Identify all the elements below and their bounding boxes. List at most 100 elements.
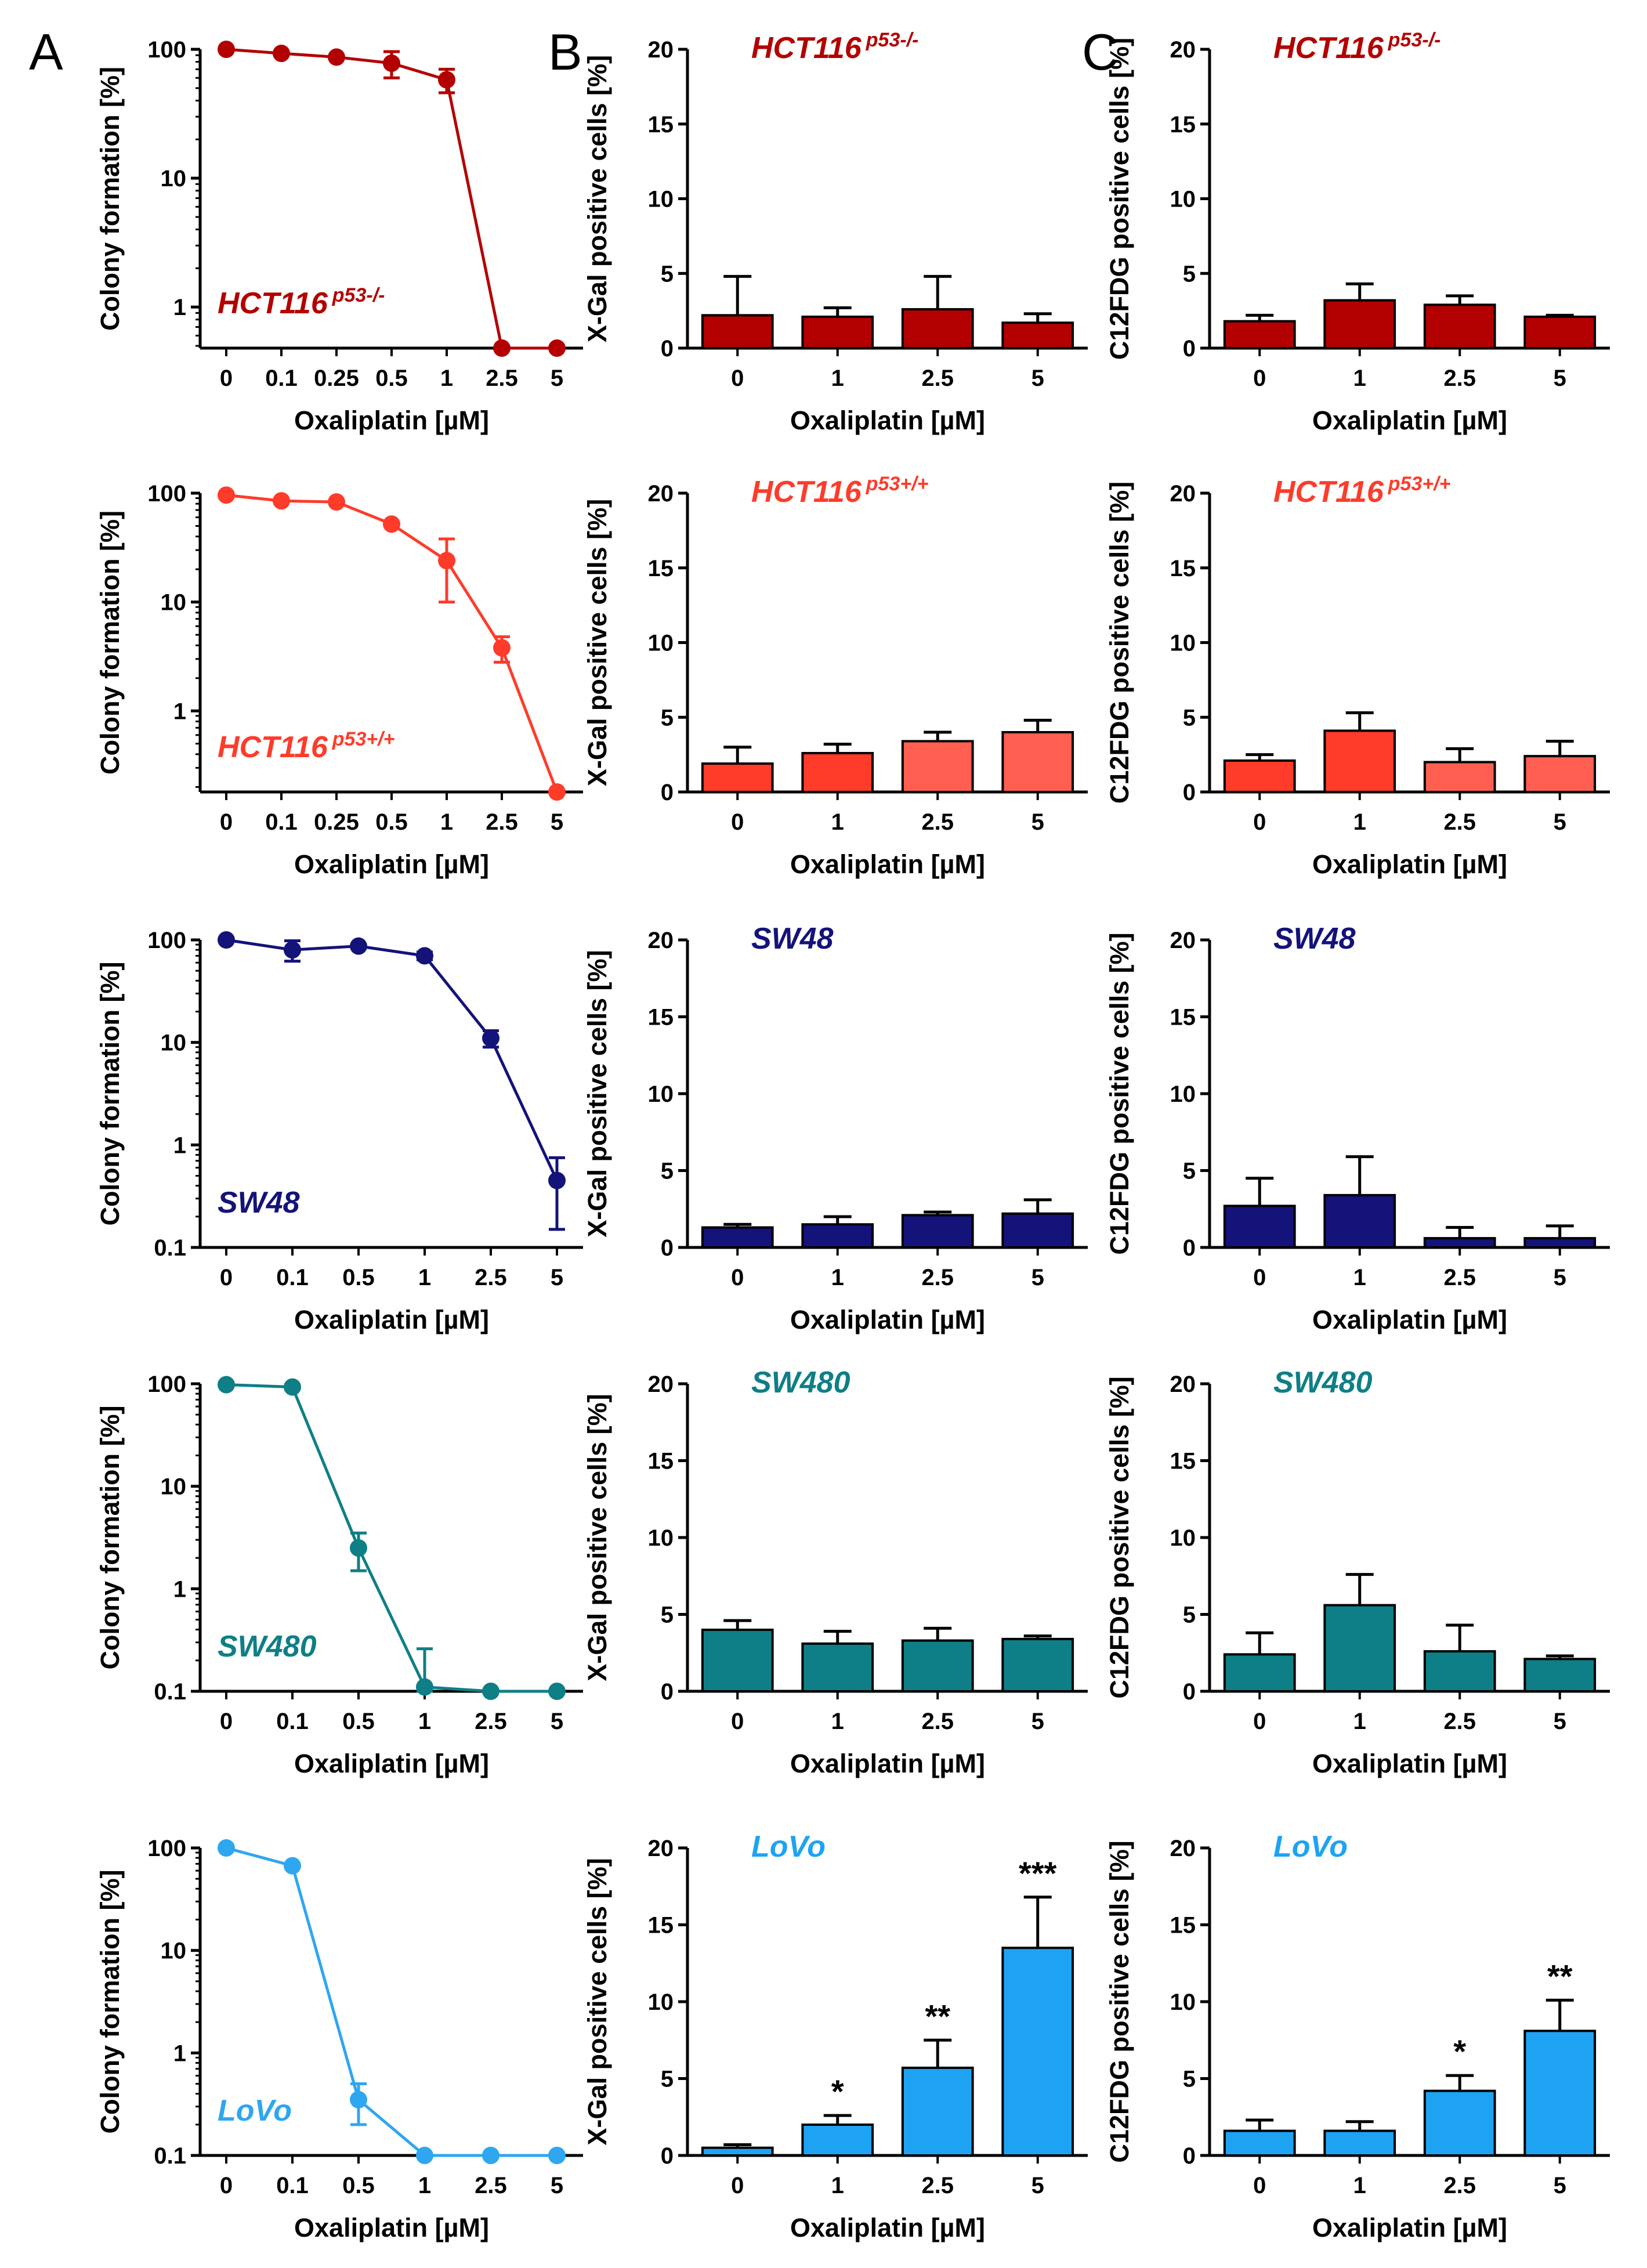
y-tick-label: 15: [1170, 556, 1196, 581]
x-tick-label: 0.1: [276, 1265, 309, 1290]
y-axis-title: X-Gal positive cells [%]: [582, 55, 612, 342]
bar: [1323, 1604, 1396, 1693]
bar: [1423, 2089, 1496, 2157]
y-tick-label: 5: [1183, 705, 1196, 730]
data-point: [548, 1171, 566, 1189]
y-axis-title: C12FDG positive cells [%]: [1105, 1376, 1134, 1698]
y-axis-title: C12FDG positive cells [%]: [1105, 38, 1134, 360]
bar: [801, 1642, 874, 1693]
y-tick-label: 1: [173, 1576, 186, 1602]
y-tick-label: 0: [661, 336, 674, 361]
panel-letter-c: C: [1082, 23, 1119, 81]
y-tick-label: 10: [161, 1030, 187, 1056]
x-tick-label: 0.5: [375, 366, 408, 391]
y-axis-title: Colony formation [%]: [95, 962, 125, 1226]
bar: [801, 315, 874, 349]
y-tick-label: 10: [1170, 1081, 1196, 1107]
x-tick-label: 2.5: [475, 1265, 507, 1290]
bar: [1423, 1650, 1496, 1693]
bar: [701, 1226, 774, 1249]
y-tick-label: 0: [1183, 2143, 1196, 2169]
data-point: [548, 1683, 566, 1700]
x-tick-label: 1: [1353, 1265, 1366, 1290]
significance-label: *: [1453, 2033, 1466, 2070]
x-tick-label: 5: [1554, 809, 1566, 835]
y-tick-label: 0.1: [154, 1679, 186, 1705]
x-tick-label: 2.5: [1443, 1709, 1476, 1734]
bar: [1001, 1947, 1074, 2157]
y-tick-label: 15: [648, 1005, 674, 1030]
y-tick-label: 0: [1183, 1679, 1196, 1705]
series-line: [226, 938, 559, 1181]
x-tick-label: 5: [1554, 2173, 1566, 2198]
y-tick-label: 5: [661, 2067, 674, 2092]
cell-line-name: LoVo: [218, 2094, 292, 2128]
y-tick-label: 10: [1170, 1990, 1196, 2015]
y-tick-label: 0.1: [154, 1235, 186, 1261]
x-tick-label: 2.5: [1443, 2173, 1476, 2198]
y-axis-title: X-Gal positive cells [%]: [582, 1394, 612, 1681]
bar: [1001, 731, 1074, 793]
y-tick-label: 15: [1170, 112, 1196, 138]
bar: [901, 1214, 974, 1249]
y-tick-label: 0: [1183, 336, 1196, 361]
y-tick-label: 100: [147, 37, 186, 63]
x-tick-label: 5: [1031, 2173, 1044, 2198]
x-tick-label: 5: [551, 366, 563, 391]
y-tick-label: 20: [648, 37, 674, 63]
x-tick-label: 0: [731, 1709, 744, 1734]
x-tick-label: 5: [551, 1265, 563, 1290]
y-axis-title: X-Gal positive cells [%]: [582, 1858, 612, 2145]
y-tick-label: 5: [661, 261, 674, 287]
y-tick-label: 15: [648, 1913, 674, 1938]
x-tick-label: 0.5: [342, 1265, 375, 1290]
x-axis-title: Oxaliplatin [µM]: [790, 1749, 985, 1778]
bar: [1523, 1237, 1597, 1249]
cell-line-name: SW48: [751, 922, 834, 956]
x-tick-label: 1: [418, 1709, 431, 1734]
data-point: [284, 941, 301, 959]
y-tick-label: 5: [661, 705, 674, 730]
data-point: [218, 41, 235, 58]
cell-line-superscript: p53-/-: [1388, 29, 1441, 51]
bar: [1323, 729, 1396, 794]
x-tick-label: 2.5: [921, 1265, 954, 1290]
x-tick-label: 2.5: [1443, 366, 1476, 391]
data-point: [482, 1683, 499, 1700]
y-tick-label: 1: [173, 2041, 186, 2066]
y-axis-title: Colony formation [%]: [95, 1870, 125, 2134]
cell-line-name: HCT116: [751, 475, 862, 509]
data-point: [548, 339, 566, 357]
cell-line-name: HCT116: [218, 287, 328, 320]
cell-line-name: SW48: [218, 1186, 300, 1220]
significance-label: **: [925, 1998, 950, 2034]
x-tick-label: 5: [1554, 1709, 1566, 1734]
data-point: [218, 1376, 235, 1394]
data-point: [416, 1678, 433, 1696]
series-line: [226, 1383, 557, 1693]
y-axis-title: X-Gal positive cells [%]: [582, 950, 612, 1237]
y-tick-label: 5: [661, 1603, 674, 1628]
x-axis-title: Oxaliplatin [µM]: [294, 406, 489, 435]
x-axis-title: Oxaliplatin [µM]: [1312, 406, 1507, 435]
bar: [901, 308, 974, 349]
cell-line-name: HCT116: [751, 31, 862, 65]
x-tick-label: 1: [831, 1265, 844, 1290]
x-axis-title: Oxaliplatin [µM]: [1312, 1749, 1507, 1778]
x-tick-label: 2.5: [1443, 809, 1476, 835]
cell-line-label: HCT116 p53+/+: [1273, 473, 1451, 509]
x-tick-label: 2.5: [1443, 1265, 1476, 1290]
series-line: [226, 1846, 557, 2157]
y-tick-label: 100: [147, 1836, 186, 1861]
cell-line-superscript: p53+/+: [332, 728, 395, 750]
y-tick-label: 100: [147, 1372, 186, 1397]
cell-line-label: SW48: [218, 1186, 300, 1220]
bar: [1001, 1212, 1074, 1249]
y-tick-label: 15: [1170, 1005, 1196, 1030]
